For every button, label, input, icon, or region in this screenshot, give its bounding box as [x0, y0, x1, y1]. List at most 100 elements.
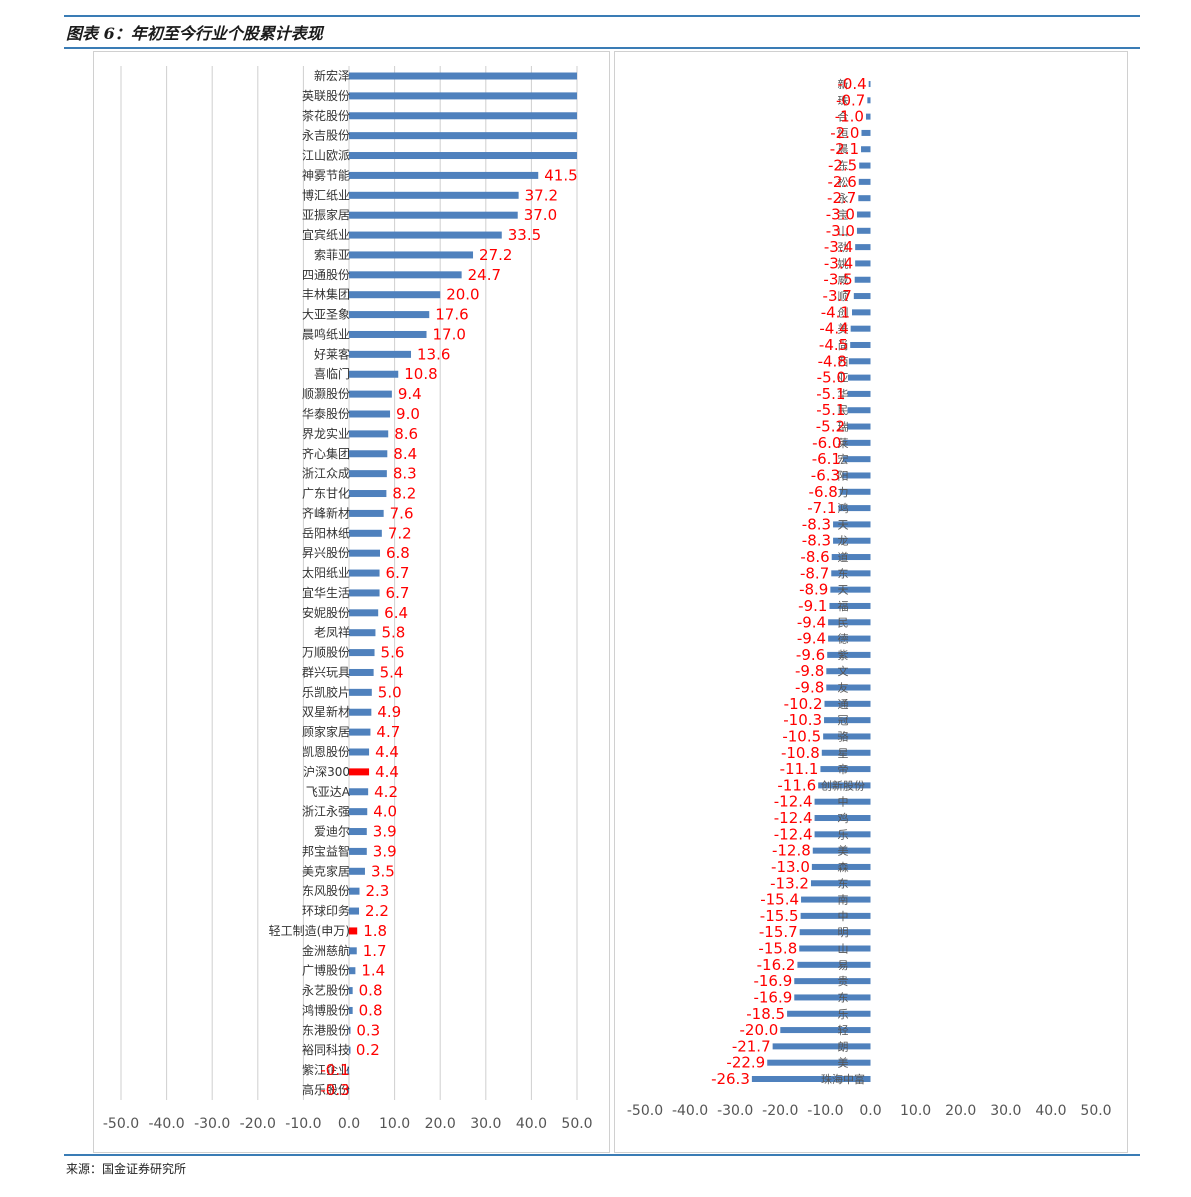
value-label: -5.0 [817, 369, 846, 387]
category-label: 鸿 [838, 501, 849, 515]
category-label: 博汇纸业 [302, 187, 350, 202]
value-label: -16.2 [757, 956, 796, 974]
bar [855, 260, 871, 267]
value-label: -15.7 [759, 923, 798, 941]
category-label: 紫 [838, 649, 849, 662]
x-tick-label: 50.0 [1080, 1103, 1111, 1119]
bar [847, 423, 871, 430]
bar [349, 947, 357, 955]
value-label: -6.3 [811, 466, 840, 484]
value-label: -1.0 [835, 108, 864, 126]
x-tick-label: -20.0 [762, 1103, 798, 1119]
value-label: -3.0 [826, 205, 855, 223]
value-label: 2.3 [365, 882, 389, 900]
bar [847, 407, 871, 414]
value-label: 3.9 [373, 842, 397, 860]
bar [828, 619, 871, 626]
category-label: 乐凯胶片 [302, 684, 350, 699]
value-label: -9.4 [797, 630, 826, 648]
value-label: 37.2 [525, 186, 558, 204]
category-label: 鸿博股份 [302, 1002, 350, 1017]
value-label: -2.1 [830, 140, 859, 158]
x-tick-label: 20.0 [425, 1116, 456, 1132]
value-label: -5.1 [816, 401, 845, 419]
value-label: -10.2 [784, 695, 823, 713]
x-tick-label: -10.0 [285, 1116, 321, 1132]
category-label: 丰林集团 [302, 287, 350, 302]
category-label: 沪深300 [303, 765, 350, 779]
value-label: 1.4 [361, 962, 385, 980]
bar [767, 1059, 871, 1066]
value-label: -15.8 [758, 940, 797, 958]
category-label: 松 [838, 175, 849, 189]
category-label: 东风股份 [302, 884, 350, 898]
bar [843, 439, 871, 446]
category-label: 裕同科技 [302, 1042, 350, 1057]
bar [349, 152, 577, 160]
bar [349, 171, 539, 179]
bar [349, 370, 399, 378]
figure-title: 图表 6：年初至今行业个股累计表现 [66, 24, 323, 43]
value-label: -3.0 [826, 222, 855, 240]
value-label: -6.0 [812, 434, 841, 452]
category-label: 亚振家居 [302, 207, 350, 222]
category-label: 莱 [838, 437, 849, 450]
value-label: -0.3 [320, 1081, 349, 1099]
bar [839, 488, 871, 495]
bar [842, 456, 871, 463]
value-label: -9.1 [798, 597, 827, 615]
category-label: 乐 [838, 1008, 849, 1021]
value-label: 2.2 [365, 902, 389, 920]
bar [349, 211, 518, 219]
bar [831, 554, 871, 561]
x-tick-label: -40.0 [148, 1116, 184, 1132]
value-label: -15.4 [760, 891, 799, 909]
category-label: 双星新材 [302, 704, 350, 719]
category-label: 飞亚达A [306, 785, 351, 799]
bar [859, 162, 871, 169]
bar [349, 927, 358, 935]
category-label: 威 [838, 274, 849, 287]
value-label: 8.6 [394, 425, 418, 443]
bar [349, 231, 502, 239]
category-label: 美克家居 [302, 863, 350, 878]
bar [814, 798, 871, 805]
value-label: -5.1 [816, 385, 845, 403]
top-rule [64, 15, 1140, 17]
bar [349, 311, 430, 319]
bar [867, 97, 871, 104]
bar [826, 668, 871, 675]
value-label: -16.9 [753, 972, 792, 990]
value-label: 7.6 [390, 504, 414, 522]
value-label: -9.8 [795, 679, 824, 697]
x-tick-label: -30.0 [194, 1116, 230, 1132]
value-label: -13.0 [771, 858, 810, 876]
bar [853, 293, 871, 300]
value-label: -21.7 [732, 1037, 771, 1055]
category-label: 易 [838, 959, 849, 972]
category-label: 索菲亚 [314, 248, 350, 262]
x-tick-label: 50.0 [561, 1116, 592, 1132]
category-label: 永吉股份 [302, 129, 350, 143]
category-label: 中 [838, 910, 849, 923]
value-label: -13.2 [770, 874, 809, 892]
bar [349, 708, 372, 716]
bar [349, 649, 375, 657]
value-label: 5.0 [378, 683, 402, 701]
value-label: -9.8 [795, 662, 824, 680]
bar [349, 430, 389, 438]
category-label: 邦宝益智 [302, 843, 350, 858]
category-label: 亚 [838, 372, 849, 385]
category-label: 老凤祥 [314, 626, 350, 640]
category-label: 中 [838, 796, 849, 809]
value-label: -22.9 [726, 1054, 765, 1072]
value-label: 6.7 [386, 584, 410, 602]
category-label: 德 [838, 632, 849, 646]
value-label: 24.7 [468, 266, 501, 284]
category-label: 浙江众成 [302, 467, 350, 481]
bar [827, 651, 871, 658]
category-label: 东 [838, 991, 849, 1004]
value-label: -8.9 [799, 581, 828, 599]
value-label: -18.5 [746, 1005, 785, 1023]
category-label: 昇兴股份 [302, 546, 350, 560]
